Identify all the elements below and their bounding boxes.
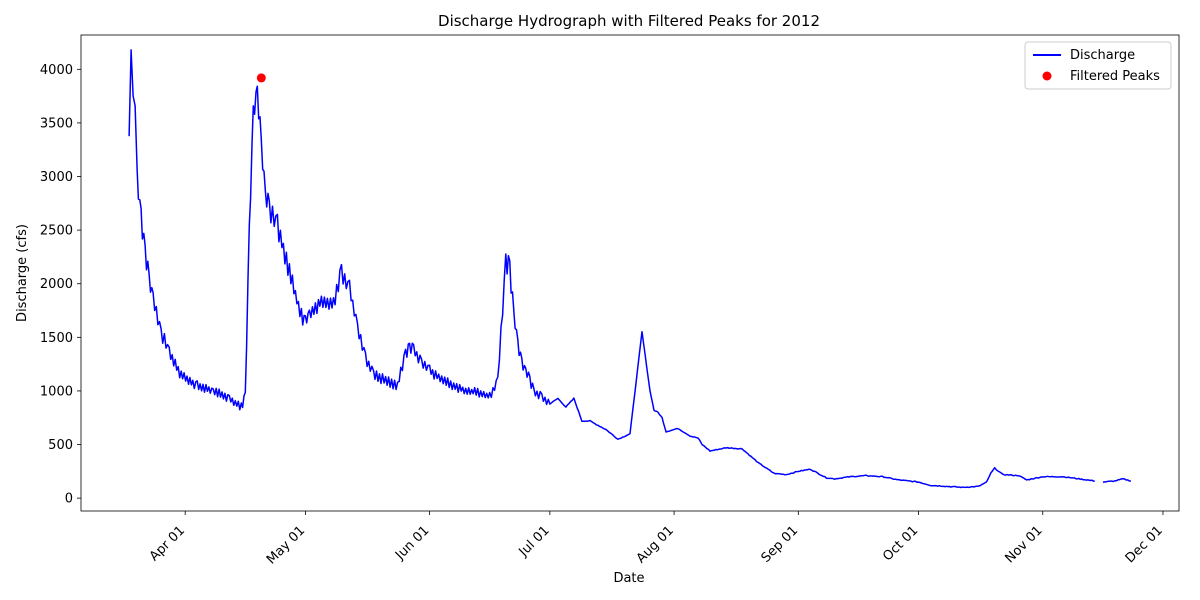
y-tick-label: 1500 (40, 331, 73, 346)
y-tick-label: 2000 (40, 277, 73, 292)
x-tick-label: Nov 01 (1002, 523, 1045, 566)
x-tick-label: Aug 01 (634, 523, 677, 566)
y-tick-label: 1000 (40, 384, 73, 399)
legend: Discharge Filtered Peaks (1024, 41, 1172, 90)
x-tick-label: Sep 01 (759, 523, 802, 566)
discharge-line (1102, 477, 1131, 484)
plot-area (128, 49, 1131, 489)
x-tick-label: Oct 01 (880, 523, 921, 564)
y-tick-label: 3000 (40, 170, 73, 185)
y-tick-label: 500 (48, 438, 73, 453)
axes-frame (80, 34, 1180, 512)
x-axis: Apr 01 May 01 Jun 01 Jul 01 Aug 01 Sep 01 Oct … (147, 511, 1166, 567)
x-tick-label: Jun 01 (392, 523, 432, 563)
y-tick-label: 3500 (40, 116, 73, 131)
legend-peaks-label: Filtered Peaks (1070, 69, 1160, 84)
x-tick-label: Dec 01 (1123, 523, 1166, 566)
y-axis-label: Discharge (cfs) (15, 224, 30, 322)
legend-box (1024, 41, 1172, 90)
legend-discharge-label: Discharge (1070, 48, 1135, 63)
chart-title: Discharge Hydrograph with Filtered Peaks… (438, 12, 820, 30)
y-tick-label: 2500 (40, 224, 73, 239)
y-tick-label: 4000 (40, 63, 73, 78)
filtered-peak-point (256, 73, 266, 83)
y-tick-label: 0 (65, 492, 73, 507)
legend-peaks-swatch (1042, 71, 1052, 81)
discharge-line (128, 49, 1095, 489)
x-tick-label: Jul 01 (516, 523, 553, 560)
x-axis-label: Date (613, 571, 644, 586)
x-tick-label: Apr 01 (147, 523, 188, 564)
x-tick-label: May 01 (264, 523, 308, 567)
y-axis: 0 500 1000 1500 2000 2500 3000 3500 4000 (40, 63, 81, 507)
